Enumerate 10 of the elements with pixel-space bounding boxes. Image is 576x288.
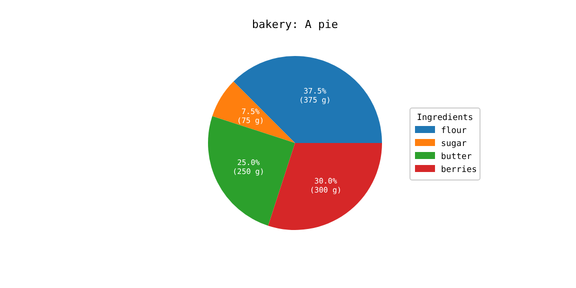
pie-slice bbox=[212, 81, 295, 143]
pie-slice bbox=[268, 143, 382, 230]
legend-title: Ingredients bbox=[416, 113, 474, 123]
pie-slice bbox=[233, 56, 382, 143]
legend-label: berries bbox=[441, 165, 477, 175]
legend-label: flour bbox=[441, 126, 467, 136]
legend-label: butter bbox=[441, 152, 472, 162]
chart-title: bakery: A pie bbox=[252, 18, 338, 31]
legend-label: sugar bbox=[441, 139, 467, 149]
pie-slice bbox=[208, 116, 295, 226]
